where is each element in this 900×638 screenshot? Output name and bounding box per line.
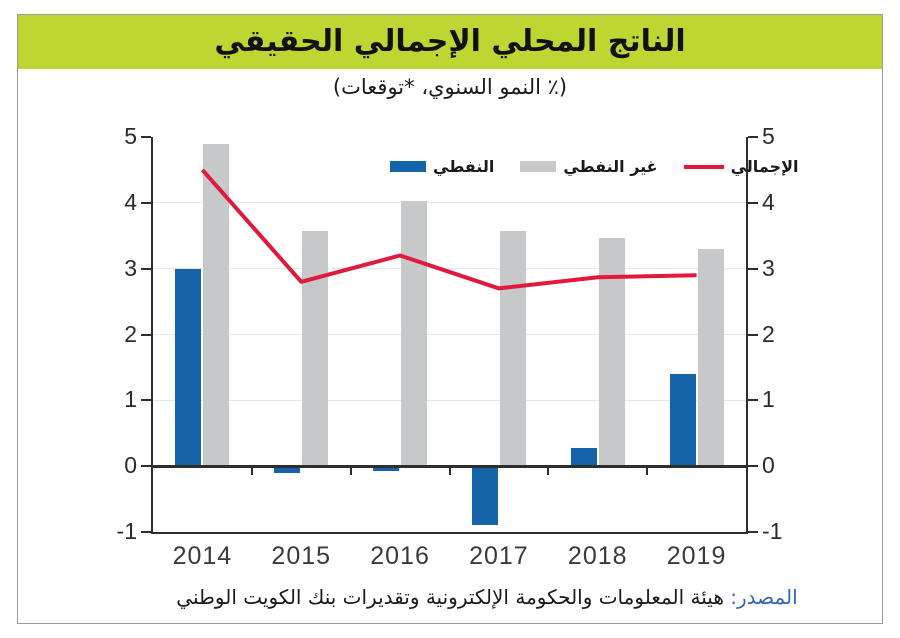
y-axis-label-right: 2 bbox=[762, 320, 775, 347]
y-axis-tick-right bbox=[748, 531, 758, 533]
chart-title-banner: الناتج المحلي الإجمالي الحقيقي bbox=[18, 15, 882, 69]
x-axis-label-2018: 2018 bbox=[567, 542, 628, 570]
y-axis-label-right: -1 bbox=[762, 518, 783, 544]
bar-non_oil-2019 bbox=[697, 248, 724, 467]
y-axis-label-left: 3 bbox=[124, 254, 137, 281]
y-axis-tick-left bbox=[141, 465, 151, 468]
chart-title: الناتج المحلي الإجمالي الحقيقي bbox=[214, 24, 686, 59]
gridline bbox=[153, 399, 746, 401]
y-axis-tick-right bbox=[748, 136, 758, 138]
x-axis-tick bbox=[250, 466, 253, 476]
bar-oil-2015 bbox=[274, 466, 301, 473]
y-axis-label-left: 2 bbox=[124, 320, 137, 347]
y-axis-tick-left bbox=[141, 201, 151, 204]
bar-non_oil-2017 bbox=[499, 231, 526, 467]
y-axis-label-left: -1 bbox=[116, 518, 137, 544]
y-axis-label-right: 1 bbox=[762, 386, 775, 413]
x-axis-label-2017: 2017 bbox=[469, 542, 529, 570]
bar-oil-2016 bbox=[373, 466, 400, 471]
x-axis-label-2014: 2014 bbox=[172, 542, 233, 570]
bar-non_oil-2014 bbox=[203, 143, 230, 467]
y-axis-label-right: 5 bbox=[762, 123, 775, 149]
y-axis-label-left: 1 bbox=[124, 386, 137, 413]
bar-oil-2018 bbox=[570, 448, 597, 467]
x-axis-tick bbox=[349, 466, 352, 476]
y-axis-label-right: 3 bbox=[762, 254, 775, 281]
y-axis-label-left: 5 bbox=[124, 123, 137, 149]
y-axis-label-left: 4 bbox=[124, 188, 137, 215]
oil-series-swatch bbox=[390, 161, 426, 172]
y-axis-tick-left bbox=[141, 333, 151, 336]
source-line: المصدر: هيئة المعلومات والحكومة الإلكترو… bbox=[92, 585, 882, 609]
y-axis-tick-right bbox=[748, 399, 758, 402]
gridline bbox=[153, 334, 746, 335]
bar-oil-2019 bbox=[669, 374, 696, 467]
gridline bbox=[153, 268, 746, 270]
x-axis-label-2015: 2015 bbox=[271, 542, 332, 570]
x-axis-label-2019: 2019 bbox=[666, 542, 727, 570]
y-axis-tick-left bbox=[141, 399, 151, 402]
x-axis-tick bbox=[646, 466, 649, 476]
y-axis-label-right: 0 bbox=[762, 452, 775, 479]
non-oil-series-swatch bbox=[520, 161, 557, 172]
y-axis-label-right: 4 bbox=[762, 188, 775, 215]
y-axis-tick-right bbox=[748, 267, 758, 270]
chart-subtitle: (٪ النمو السنوي، *توقعات) bbox=[332, 75, 568, 99]
bar-oil-2014 bbox=[175, 268, 202, 467]
bar-non_oil-2018 bbox=[598, 237, 625, 467]
y-axis-tick-right bbox=[748, 333, 758, 336]
figure-panel: الناتج المحلي الإجمالي الحقيقي (٪ النمو … bbox=[17, 14, 883, 624]
y-axis-tick-left bbox=[141, 136, 151, 138]
source-text: هيئة المعلومات والحكومة الإلكترونية وتقد… bbox=[176, 585, 724, 609]
bar-non_oil-2016 bbox=[401, 200, 428, 467]
x-axis-tick bbox=[448, 466, 451, 476]
plot-area: 5 5 4 4 3 3 2 2 1 1 0 0 -1 -1 2014 2015 2016 2017 2018 2019 bbox=[117, 123, 783, 570]
y-axis-label-left: 0 bbox=[124, 452, 137, 479]
x-axis-tick bbox=[547, 466, 550, 476]
total-series-line-swatch bbox=[683, 164, 724, 169]
y-axis-tick-right bbox=[748, 465, 758, 468]
y-axis-tick-left bbox=[141, 531, 151, 533]
x-axis-label-2016: 2016 bbox=[370, 542, 430, 570]
y-axis-tick-right bbox=[748, 201, 758, 204]
bar-non_oil-2015 bbox=[302, 231, 329, 467]
y-axis-tick-left bbox=[141, 267, 151, 270]
gridline bbox=[153, 202, 746, 204]
bar-oil-2017 bbox=[471, 466, 498, 526]
source-label: المصدر: bbox=[730, 585, 798, 609]
